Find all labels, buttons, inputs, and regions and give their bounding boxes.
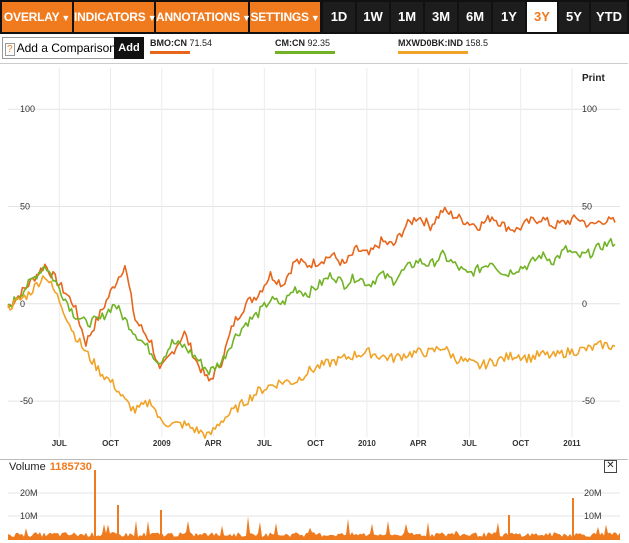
dropdown-caret-icon: ▼ (147, 13, 157, 23)
legend-swatch (275, 51, 335, 54)
help-icon[interactable]: ? (5, 43, 15, 56)
volume-tick-label-right: 20M (584, 488, 602, 498)
volume-tick-label-right: 10M (584, 511, 602, 521)
dropdown-caret-icon: ▼ (310, 13, 320, 23)
indicators-menu[interactable]: INDICATORS ▼ (74, 2, 157, 32)
volume-spike-1 (117, 505, 119, 540)
range-1d-button[interactable]: 1D (323, 2, 355, 32)
range-3m-button[interactable]: 3M (425, 2, 457, 32)
volume-spike-4 (508, 515, 510, 540)
price-chart-area[interactable] (0, 63, 628, 460)
annotations-menu[interactable]: ANNOTATIONS ▼ (156, 2, 251, 32)
range-3y-button[interactable]: 3Y (527, 2, 557, 32)
volume-value: 1185730 (49, 461, 92, 473)
overlay-menu[interactable]: OVERLAY ▼ (2, 2, 72, 32)
range-ytd-button[interactable]: YTD (591, 2, 627, 32)
legend-ticker: BMO:CN (150, 38, 187, 48)
close-icon[interactable]: ✕ (604, 460, 617, 473)
settings-menu[interactable]: SETTINGS ▼ (250, 2, 320, 32)
volume-spike-0 (94, 470, 96, 540)
volume-tick-label-left: 10M (20, 511, 38, 521)
print-link[interactable]: Print (582, 73, 605, 84)
legend-item-mxwd: MXWD0BK:IND 158.5 (398, 38, 518, 54)
range-5y-button[interactable]: 5Y (559, 2, 589, 32)
volume-tick-label-left: 20M (20, 488, 38, 498)
legend-value: 158.5 (465, 38, 489, 48)
add-comparison-input[interactable]: ? Add a Comparison (2, 37, 121, 59)
legend-swatch (150, 51, 190, 54)
chart-toolbar: OVERLAY ▼ INDICATORS ▼ ANNOTATIONS ▼ SETTIN… (0, 0, 629, 34)
volume-spike-2 (160, 510, 162, 540)
volume-spike-3 (572, 498, 574, 540)
legend-item-cm: CM:CN 92.35 (275, 38, 390, 54)
legend-swatch (398, 51, 468, 54)
add-comparison-label: Add a Comparison (16, 41, 116, 55)
range-1y-button[interactable]: 1Y (493, 2, 525, 32)
volume-label: Volume (9, 461, 46, 473)
legend-ticker: CM:CN (275, 38, 305, 48)
range-1m-button[interactable]: 1M (391, 2, 423, 32)
add-comparison-button[interactable]: Add (114, 37, 144, 59)
legend-item-bmo: BMO:CN 71.54 (150, 38, 270, 54)
legend-value: 71.54 (189, 38, 213, 48)
volume-header: Volume 1185730 (9, 461, 92, 473)
legend-ticker: MXWD0BK:IND (398, 38, 463, 48)
legend-value: 92.35 (307, 38, 331, 48)
dropdown-caret-icon: ▼ (61, 13, 71, 23)
range-6m-button[interactable]: 6M (459, 2, 491, 32)
dropdown-caret-icon: ▼ (242, 13, 251, 23)
range-1w-button[interactable]: 1W (357, 2, 389, 32)
volume-bars (8, 516, 620, 540)
